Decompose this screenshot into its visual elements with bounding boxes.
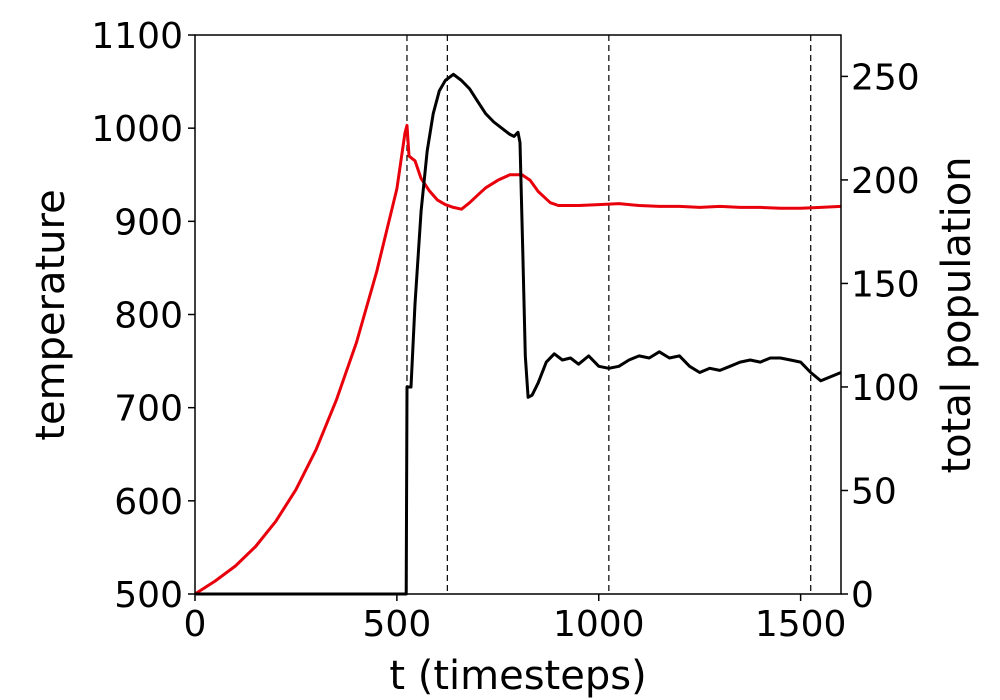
- series-line-temperature: [194, 123, 842, 596]
- series-layer: [194, 72, 842, 596]
- y2-tick-label: 150: [851, 264, 920, 305]
- x-tick-label: 0: [184, 604, 207, 645]
- y-axis-title: temperature: [28, 189, 74, 440]
- y-tick-label: 500: [114, 575, 183, 616]
- y2-tick-label: 0: [851, 575, 874, 616]
- y-axis-left: 500 600 700 800 900 1000 1100: [91, 16, 195, 616]
- y-axis-right: 0 50 100 150 200 250: [841, 57, 920, 616]
- y2-axis-title: total population: [934, 156, 980, 473]
- y2-tick-label: 100: [851, 368, 920, 409]
- event-vlines: [406, 35, 812, 594]
- series-line-population: [195, 72, 842, 596]
- x-axis: 0 500 1000 1500: [184, 594, 847, 645]
- y-tick-label: 800: [114, 296, 183, 337]
- y-tick-label: 1000: [91, 109, 183, 150]
- y-tick-label: 700: [114, 389, 183, 430]
- y2-tick-label: 200: [851, 161, 920, 202]
- y-tick-label: 1100: [91, 16, 183, 57]
- x-tick-label: 1500: [755, 604, 847, 645]
- y-tick-label: 600: [114, 482, 183, 523]
- x-axis-title: t (timesteps): [389, 653, 646, 699]
- plot-frame: [194, 34, 842, 595]
- y2-tick-label: 50: [851, 471, 897, 512]
- x-tick-label: 1000: [553, 604, 645, 645]
- y-tick-label: 900: [114, 202, 183, 243]
- y2-tick-label: 250: [851, 57, 920, 98]
- x-tick-label: 500: [363, 604, 432, 645]
